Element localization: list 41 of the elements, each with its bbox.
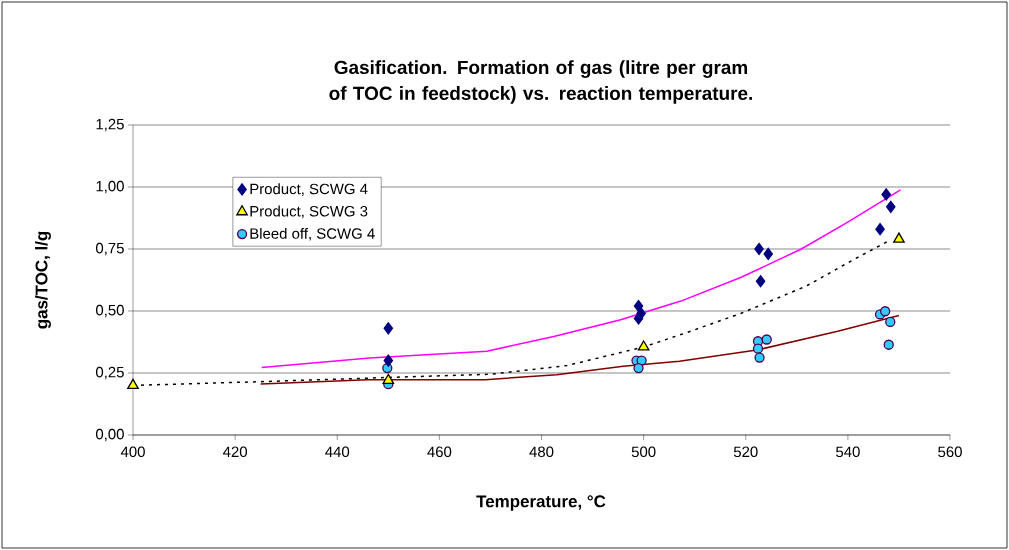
x-tick-label: 400 <box>120 446 145 458</box>
point <box>885 316 896 328</box>
point <box>633 362 644 374</box>
x-axis-title: Temperature, °C <box>476 495 606 511</box>
point <box>754 352 765 363</box>
line-series <box>259 314 900 385</box>
x-tick-label: 480 <box>529 446 554 458</box>
x-tick-label: 520 <box>733 446 758 458</box>
point <box>875 223 885 236</box>
legend-label: Product, SCWG 3 <box>250 205 368 219</box>
point <box>883 339 894 350</box>
point <box>383 322 394 335</box>
x-tick-label: 440 <box>325 446 350 458</box>
point <box>880 306 891 317</box>
point <box>382 373 395 385</box>
point <box>752 343 764 354</box>
point <box>754 242 764 256</box>
x-tick-label: 500 <box>631 446 656 458</box>
point <box>127 378 139 390</box>
x-tick-label: 560 <box>938 446 962 458</box>
point <box>383 354 394 367</box>
y-tick-label: 1,25 <box>96 118 124 132</box>
x-tick-label: 460 <box>427 446 452 458</box>
point <box>761 334 772 345</box>
y-tick-label: 0,00 <box>95 428 124 442</box>
chart-title: Gasification. Formation of gas (litre per gram of TOC in feedstock) vs. reaction temperature. <box>329 60 752 104</box>
x-tick-label: 540 <box>836 446 860 458</box>
point <box>886 200 896 213</box>
point <box>881 188 891 201</box>
x-tick-label: 420 <box>223 446 247 458</box>
legend-label: Bleed off, SCWG 4 <box>250 227 375 241</box>
point <box>755 275 766 288</box>
point <box>637 340 650 351</box>
legend-label: Product, SCWG 4 <box>250 183 368 196</box>
y-tick-label: 0,75 <box>95 242 124 256</box>
y-tick-label: 0,50 <box>95 304 124 318</box>
y-tick-label: 1,00 <box>96 180 124 194</box>
y-axis-title: gas/TOC, l/g <box>35 231 51 329</box>
y-tick-label: 0,25 <box>95 366 124 380</box>
point <box>893 232 905 243</box>
point <box>763 247 773 261</box>
